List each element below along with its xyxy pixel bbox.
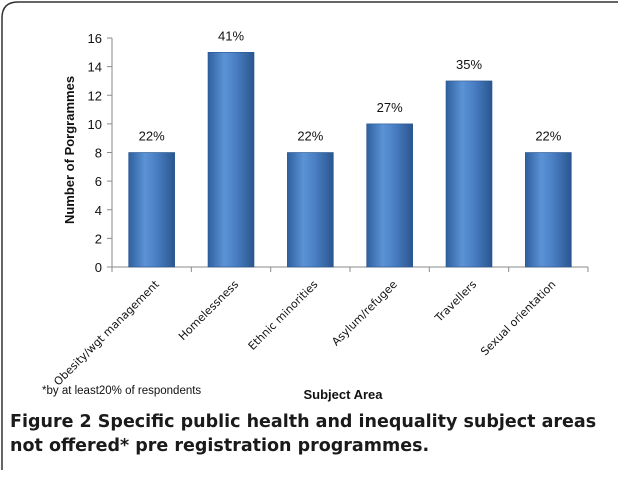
axes: 0 2 4 6 8 10 12 14 16 xyxy=(88,31,589,275)
y-tick-label: 0 xyxy=(95,260,102,275)
bar xyxy=(207,52,255,268)
bar-data-label: 41% xyxy=(218,28,244,43)
y-tick-label: 4 xyxy=(95,203,102,218)
bar xyxy=(366,123,413,268)
bar xyxy=(525,152,572,268)
y-tick-label: 2 xyxy=(95,231,102,246)
bar-data-label: 35% xyxy=(456,57,482,72)
figure-caption: Figure 2 Specific public health and ineq… xyxy=(10,410,610,458)
footnote: *by at least20% of respondents xyxy=(42,385,202,397)
bars xyxy=(128,52,572,268)
y-tick-label: 16 xyxy=(88,31,102,46)
bar xyxy=(445,80,493,268)
y-tick-label: 12 xyxy=(88,88,102,103)
x-category-label: Sexual orientation xyxy=(478,278,558,358)
x-category-label: Obesity/wgt management xyxy=(51,277,162,388)
figure-number: Figure 2 xyxy=(10,412,92,432)
bar-data-label: 27% xyxy=(377,100,403,115)
y-tick-label: 6 xyxy=(95,174,102,189)
y-axis-label: Number of Porgrammes xyxy=(62,76,77,224)
x-category-label: Ethnic minorities xyxy=(246,278,321,353)
figure-caption-text: Specific public health and inequality su… xyxy=(10,412,597,456)
bar-data-label: 22% xyxy=(535,129,561,144)
y-tick-label: 10 xyxy=(88,117,102,132)
x-category-label: Asylum/refugee xyxy=(329,278,400,349)
y-tick-label: 8 xyxy=(95,146,102,161)
bar xyxy=(287,152,334,268)
x-category-label: Homelessness xyxy=(176,278,241,343)
x-axis-label: Subject Area xyxy=(304,387,384,402)
frame-border xyxy=(1,1,618,470)
bar-data-label: 22% xyxy=(139,129,165,144)
x-category-label: Travellers xyxy=(432,278,479,325)
bar xyxy=(128,152,175,268)
y-tick-label: 14 xyxy=(88,60,102,75)
bar-data-label: 22% xyxy=(297,129,323,144)
